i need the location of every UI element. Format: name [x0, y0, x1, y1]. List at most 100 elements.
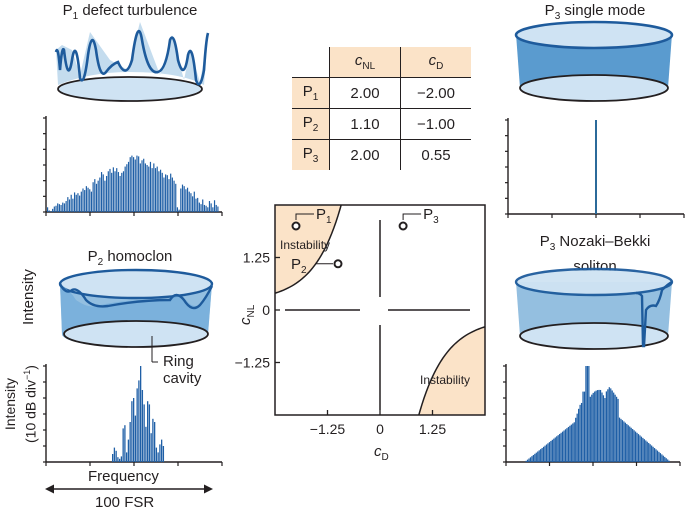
- p1-spectrum-bar: [143, 158, 145, 212]
- p1-spectrum-bar: [77, 193, 79, 212]
- p1-spectrum-bar: [97, 180, 99, 212]
- p1-spectrum-bar: [116, 168, 118, 212]
- p1-spectrum-bar: [195, 198, 197, 212]
- p3-soliton-spectrum-bar: [557, 435, 559, 462]
- p1-spectrum-bar: [92, 182, 94, 212]
- table-header-c-d: cD: [400, 47, 471, 78]
- p3-single-ring-top: [514, 20, 674, 50]
- p1-spectrum-bar: [119, 175, 121, 212]
- p3-soliton-spectrum-bar: [594, 391, 596, 462]
- p1-title: P1 defect turbulence: [40, 2, 220, 22]
- p1-spectrum-bar: [158, 171, 160, 212]
- p3-soliton-spectrum-bar: [662, 455, 664, 462]
- p3-soliton-spectrum-bar: [526, 459, 529, 462]
- p3-soliton-spectrum-bar: [537, 451, 539, 462]
- p1-spectrum-bar: [178, 209, 180, 212]
- row-label-sub: 3: [312, 154, 319, 165]
- p1-spectrum-bar: [117, 172, 120, 212]
- p1-spectrum-bar: [212, 207, 214, 212]
- p3-soliton-spectrum-bar: [548, 442, 551, 462]
- p3-soliton-spectrum-bar: [607, 389, 609, 462]
- p1-spectrum-bar: [75, 194, 77, 212]
- table-row: P1 2.00 −2.00: [292, 77, 471, 109]
- point-label-p1: P1: [316, 206, 332, 226]
- p3-soliton-spectrum-bar: [649, 444, 651, 462]
- point-p3: [398, 221, 408, 231]
- p3-soliton-spectrum-bar: [659, 453, 662, 462]
- p1-spectrum-bar: [48, 210, 50, 212]
- p1-spectrum-bar: [165, 174, 167, 212]
- point-leader-p3: [402, 213, 422, 220]
- p3-soliton-spectrum-bar: [626, 423, 628, 462]
- p1-spectrum-bar: [156, 166, 158, 212]
- p3-soliton-spectrum-bar: [589, 396, 591, 462]
- p3-soliton-spectrum-bar: [575, 417, 577, 462]
- p1-spectrum-bar: [90, 191, 93, 212]
- parameter-table: cNL cD P1 2.00 −2.00 P2 1.10 −1.00 P3 2.…: [292, 47, 471, 170]
- p3-soliton-spectrum-bar: [632, 429, 634, 462]
- p1-spectrum-bar: [168, 179, 170, 212]
- p3-soliton-spectrum-bar: [592, 392, 594, 462]
- x-tick-label: 0: [376, 421, 384, 437]
- p1-spectrum-bar: [100, 172, 103, 212]
- point-label-p2: P2: [291, 256, 307, 276]
- p3-soliton-ring-top: [514, 267, 674, 297]
- p1-turbulence-fill: [56, 22, 208, 85]
- p3-soliton-spectrum-bar: [621, 420, 624, 462]
- p3-soliton-spectrum-chart: [503, 364, 681, 466]
- p1-spectrum-bar: [139, 163, 141, 212]
- p3-soliton-spectrum-bar: [585, 366, 587, 462]
- p1-spectrum-bar: [210, 203, 212, 212]
- p1-spectrum-bar: [205, 205, 207, 212]
- p1-spectrum-bar: [153, 163, 155, 212]
- y-axis-label-sub: NL: [246, 304, 257, 317]
- spectrum-y-label-line2: (10 dB div−1): [19, 350, 40, 458]
- y-tick-label: −1.25: [235, 355, 271, 371]
- p3-soliton-spectrum-bar: [580, 402, 583, 462]
- table-corner: [292, 47, 330, 78]
- p3-soliton-spectrum-bar: [648, 442, 650, 462]
- p1-spectrum-bar: [203, 204, 206, 212]
- row-label-sub: 1: [312, 92, 319, 103]
- p1-spectrum-bar: [63, 203, 66, 212]
- cell-c-nl: 1.10: [329, 108, 401, 140]
- p3-soliton-spectrum-bar: [643, 439, 645, 462]
- p1-spectrum-bar: [72, 198, 74, 212]
- p1-spectrum-bar: [136, 155, 138, 212]
- p1-turbulence-curve: [54, 29, 210, 86]
- spectrum-y-axis-label: Intensity (10 dB div−1): [2, 350, 40, 458]
- p1-spectrum-bar: [208, 201, 211, 212]
- table-row: P3 2.00 0.55: [292, 139, 471, 170]
- p3-soliton-spectrum-bar: [630, 427, 632, 462]
- p2-spectrum-chart: [43, 364, 223, 466]
- p1-spectrum-bar: [154, 168, 157, 212]
- p1-spectrum-bar: [68, 199, 71, 212]
- row-label-main: P: [302, 83, 313, 100]
- row-label-main: P: [302, 145, 313, 162]
- p3-soliton-spectrum-bar: [652, 446, 654, 462]
- p3-soliton-spectrum-bar: [528, 458, 530, 462]
- p2-spectrum-bar: [138, 380, 140, 462]
- p1-spectrum-bar: [144, 163, 146, 212]
- p1-spectrum-bar: [185, 189, 187, 212]
- p1-title-sub: 1: [72, 11, 79, 22]
- p2-homoclon-curve: [58, 283, 214, 310]
- p3-soliton-spectrum-bar: [656, 450, 659, 462]
- span-arrow: [45, 484, 213, 494]
- p3-soliton-spectrum-bar: [556, 436, 558, 462]
- p2-spectrum-bar: [112, 454, 114, 462]
- p1-spectrum-bar: [171, 177, 173, 212]
- y-axis-label-main: c: [237, 317, 254, 325]
- p3-soliton-spectrum-bar: [572, 423, 574, 462]
- p1-spectrum-bar: [65, 201, 67, 212]
- p2-spectrum-bar: [143, 404, 145, 462]
- p2-spectrum-bar: [152, 418, 154, 462]
- p3-soliton-spectrum-bar: [598, 389, 600, 462]
- p2-title-sub: 2: [97, 257, 104, 268]
- p2-spectrum-bar: [159, 444, 161, 462]
- p1-spectrum-bar: [192, 196, 194, 212]
- p1-spectrum-bar: [161, 172, 163, 212]
- p1-spectrum-bar: [102, 174, 104, 212]
- p3-soliton-spectrum-bar: [529, 457, 532, 462]
- p2-title-main: P: [87, 248, 98, 265]
